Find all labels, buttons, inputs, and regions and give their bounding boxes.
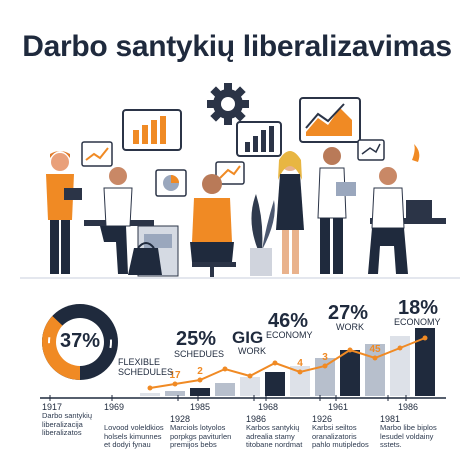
mini-chart-bubble-icon [215, 161, 245, 185]
trend-point [422, 335, 428, 341]
stat-label: SCHEDUES [174, 349, 225, 359]
person-man-desk [100, 167, 133, 274]
timeline-year: 1981 [380, 414, 401, 424]
bar [165, 391, 185, 396]
person-man-laptop [317, 147, 356, 274]
point-label: 4 [297, 358, 303, 369]
timeline-description: Karbsi seiltos oranalizatoris pahlo muti… [312, 423, 369, 449]
timeline-description: Lovood voleldkios holsels kimunnes et do… [104, 423, 164, 449]
stat-value: 46% [268, 310, 309, 332]
trend-point [272, 360, 278, 366]
bar [340, 350, 360, 396]
flexible-label: FLEXIBLE SCHEDULES [118, 357, 174, 377]
timeline-year: 1969 [104, 402, 125, 412]
stat-value: 18% [398, 297, 439, 319]
point-label: 45 [369, 344, 381, 355]
stat-value: GIG [232, 328, 264, 347]
stat-value: 27% [328, 302, 369, 324]
timeline-description: Karbos santykių adrealia stamy titobane … [246, 423, 303, 449]
trend-point [372, 355, 378, 361]
trend-point [222, 366, 228, 372]
point-label: 2 [197, 366, 203, 377]
trend-point [247, 373, 253, 379]
trend-point [197, 377, 203, 383]
timeline-year: 1926 [312, 414, 333, 424]
pie-bubble-icon [155, 169, 187, 197]
timeline-year: 1961 [328, 402, 349, 412]
plant-icon [250, 194, 275, 276]
trend-point [322, 363, 328, 369]
right-bubble-icon [357, 139, 385, 161]
person-woman-orange [46, 151, 82, 274]
page-title: Darbo santykių liberalizavimas [22, 30, 452, 63]
growth-bubble-icon [299, 97, 361, 143]
bar [265, 372, 285, 396]
stat-label: ECONOMY [394, 317, 441, 327]
stats-chart: 17 2 4 3 45 [40, 304, 446, 401]
bar [140, 393, 160, 396]
timeline-year: 1985 [190, 402, 211, 412]
chart-bubble-icon [122, 109, 182, 151]
timeline-year: 1968 [258, 402, 279, 412]
timeline-description: Marbo libe biplos lesudel voldainy sstet… [380, 423, 437, 449]
bag-icon [128, 242, 162, 275]
small-chart-bubble-icon [81, 141, 113, 167]
gear-icon [207, 83, 249, 125]
timeline-year: 1986 [398, 402, 419, 412]
trend-point [172, 381, 178, 387]
timeline-description: Darbo santykių liberalizacija liberaliza… [42, 411, 93, 437]
timeline-description: Marciols lotyolos porpkgs paviturlen pre… [170, 423, 232, 449]
point-label: 3 [322, 352, 328, 363]
trend-point [347, 347, 353, 353]
desk-right [370, 200, 446, 224]
stat-value: 25% [176, 328, 217, 350]
office-illustration [20, 83, 460, 279]
donut-label: 37% [60, 330, 101, 352]
bar [290, 366, 310, 396]
trend-point [297, 369, 303, 375]
person-man-orange [190, 174, 236, 277]
stat-label: ECONOMY [266, 330, 313, 340]
timeline-year: 1928 [170, 414, 191, 424]
donut-chart [41, 304, 118, 380]
stat-label: WORK [336, 322, 364, 332]
timeline-year: 1917 [42, 402, 63, 412]
bar [215, 383, 235, 396]
trend-point [147, 385, 153, 391]
bar [240, 377, 260, 396]
bar [190, 388, 210, 396]
timeline-year: 1986 [246, 414, 267, 424]
point-label: 17 [169, 370, 181, 381]
person-woman-blonde [276, 151, 304, 274]
bar [415, 328, 435, 396]
stat-label: WORK [238, 346, 266, 356]
person-man-right [368, 144, 420, 274]
line-chart-bubble-icon [236, 121, 282, 157]
trend-point [397, 345, 403, 351]
